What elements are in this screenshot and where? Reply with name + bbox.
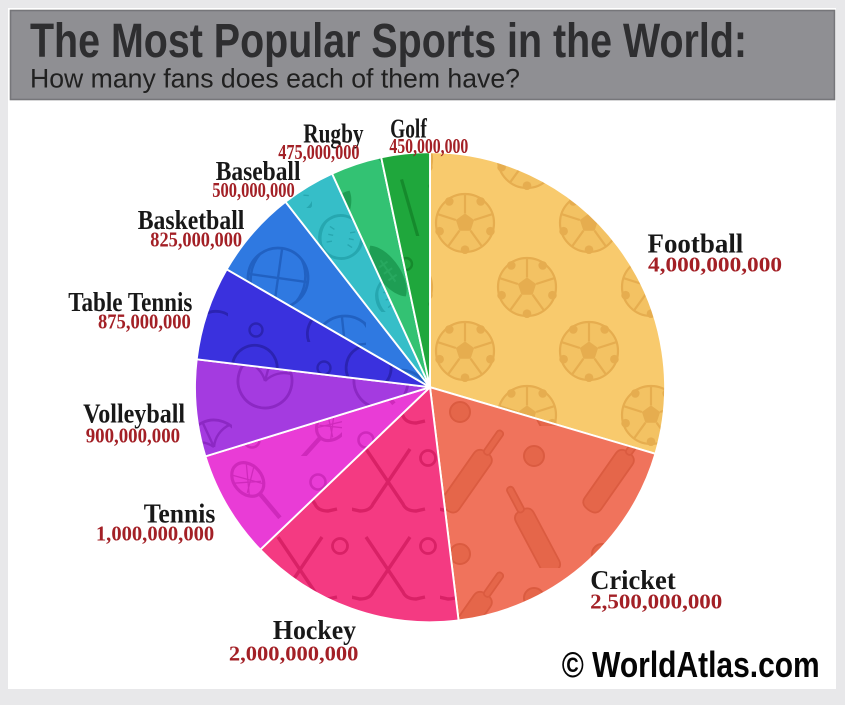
svg-text:Tennis: Tennis [144,498,216,529]
svg-text:The Most Popular Sports in the: The Most Popular Sports in the World: [30,15,747,68]
svg-text:2,500,000,000: 2,500,000,000 [590,589,722,613]
svg-text:500,000,000: 500,000,000 [212,178,294,202]
svg-text:900,000,000: 900,000,000 [86,423,180,447]
svg-text:Basketball: Basketball [138,205,245,236]
svg-text:How many fans does each of the: How many fans does each of them have? [30,64,520,94]
svg-text:2,000,000,000: 2,000,000,000 [229,641,359,665]
svg-text:875,000,000: 875,000,000 [98,310,191,334]
svg-text:Golf: Golf [390,114,427,145]
svg-text:Volleyball: Volleyball [83,399,185,430]
svg-text:4,000,000,000: 4,000,000,000 [648,253,782,277]
svg-text:Baseball: Baseball [216,156,301,187]
svg-text:© WorldAtlas.com: © WorldAtlas.com [562,644,820,685]
svg-text:475,000,000: 475,000,000 [278,140,359,164]
svg-text:Table Tennis: Table Tennis [68,287,192,318]
svg-text:Hockey: Hockey [273,615,356,646]
svg-text:Football: Football [648,229,744,260]
svg-text:825,000,000: 825,000,000 [150,227,242,251]
svg-text:450,000,000: 450,000,000 [389,134,468,158]
svg-text:Rugby: Rugby [303,119,363,150]
svg-text:1,000,000,000: 1,000,000,000 [96,522,214,546]
svg-text:Cricket: Cricket [590,565,676,596]
